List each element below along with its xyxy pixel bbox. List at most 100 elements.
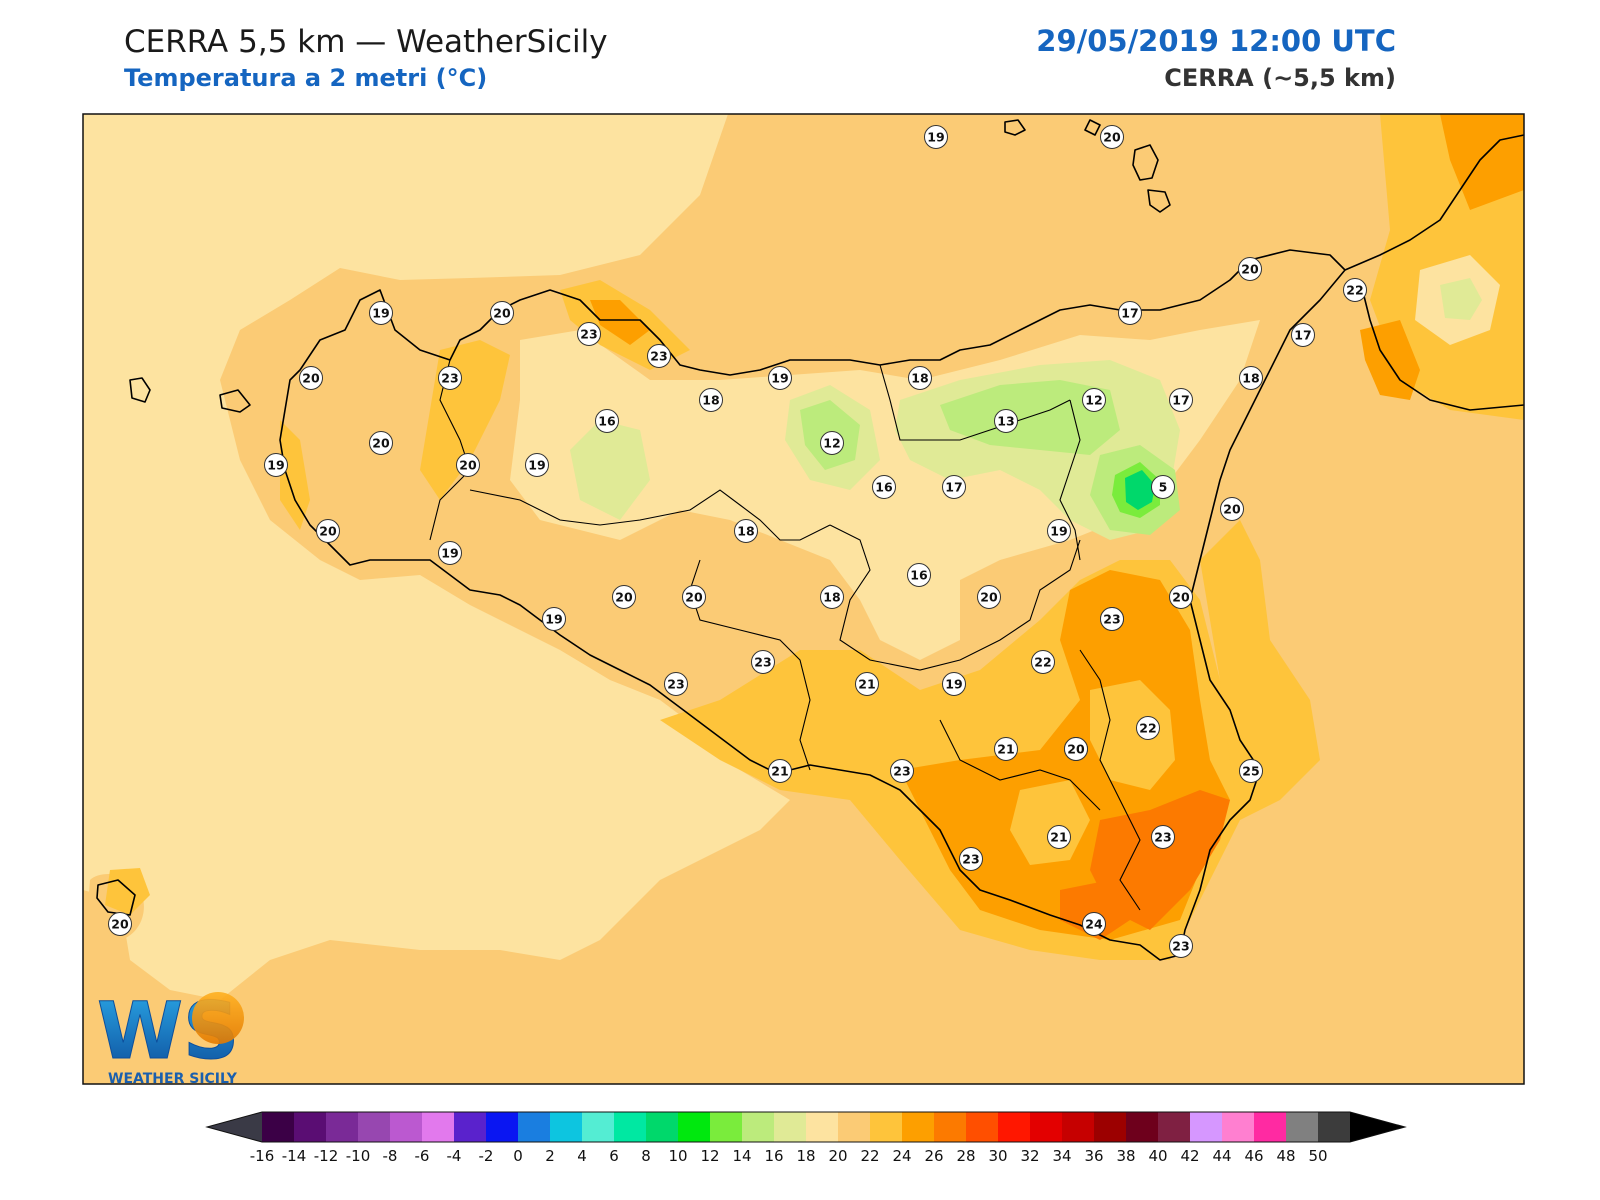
station-circle	[577, 322, 601, 346]
station-circle	[1239, 759, 1263, 783]
station-circle	[768, 759, 792, 783]
station-circle	[438, 541, 462, 565]
station-marker: 20	[108, 912, 132, 936]
station-circle	[316, 519, 340, 543]
station-value: 13	[997, 414, 1014, 429]
station-circle	[1082, 912, 1106, 936]
colorbar-swatch	[774, 1112, 807, 1142]
temperature-field	[83, 114, 1524, 1084]
station-circle	[699, 388, 723, 412]
colorbar-swatch	[998, 1112, 1031, 1142]
calabria-coastline	[1344, 134, 1525, 411]
field-cold-aspromonte	[1440, 278, 1482, 320]
station-marker: 21	[768, 759, 792, 783]
colorbar-swatch	[1158, 1112, 1191, 1142]
station-circle	[768, 366, 792, 390]
colorbar-extend-max	[1350, 1112, 1405, 1142]
station-circle	[1220, 497, 1244, 521]
colorbar-swatch	[934, 1112, 967, 1142]
station-value: 17	[945, 480, 962, 495]
station-marker: 19	[542, 607, 566, 631]
station-marker: 17	[1291, 323, 1315, 347]
station-value: 19	[441, 546, 458, 561]
station-value: 20	[685, 590, 703, 605]
station-circle	[369, 431, 393, 455]
station-circle	[924, 125, 948, 149]
station-marker: 23	[751, 650, 775, 674]
station-circle	[682, 585, 706, 609]
colorbar-swatch	[742, 1112, 775, 1142]
colorbar-tick-label: 20	[828, 1147, 847, 1165]
station-marker: 19	[1047, 519, 1071, 543]
station-marker: 5	[1151, 475, 1175, 499]
station-circle	[1031, 650, 1055, 674]
colorbar-swatch	[870, 1112, 903, 1142]
station-marker: 18	[699, 388, 723, 412]
field-etna-6	[1125, 470, 1155, 510]
station-marker: 19	[942, 672, 966, 696]
border-catania-messina	[1059, 399, 1081, 561]
station-marker: 17	[942, 475, 966, 499]
border-palermo-agrigento	[469, 489, 831, 541]
colorbar-swatch	[1254, 1112, 1287, 1142]
station-marker: 20	[1220, 497, 1244, 521]
station-marker: 18	[820, 585, 844, 609]
station-circle	[977, 585, 1001, 609]
station-value: 19	[927, 130, 944, 145]
station-marker: 23	[664, 672, 688, 696]
colorbar-swatch	[326, 1112, 359, 1142]
station-value: 18	[702, 393, 719, 408]
colorbar-extend-min	[207, 1112, 262, 1142]
station-value: 22	[1139, 721, 1156, 736]
colorbar-swatch	[1062, 1112, 1095, 1142]
station-value: 18	[823, 590, 840, 605]
station-value: 20	[1223, 502, 1241, 517]
station-value: 19	[528, 458, 545, 473]
station-circle	[647, 344, 671, 368]
station-circle	[664, 672, 688, 696]
station-value: 19	[545, 612, 562, 627]
colorbar-swatch	[646, 1112, 679, 1142]
station-value: 19	[945, 677, 962, 692]
field-warm-ionian	[1200, 520, 1320, 820]
colorbar-tick-label: 10	[668, 1147, 687, 1165]
station-value: 17	[1172, 393, 1189, 408]
station-value: 25	[1242, 764, 1259, 779]
station-marker: 20	[490, 301, 514, 325]
colorbar-tick-label: 24	[892, 1147, 911, 1165]
colorbar-tick-label: 38	[1116, 1147, 1135, 1165]
station-value: 19	[267, 458, 284, 473]
station-marker: 12	[820, 431, 844, 455]
station-circle	[734, 519, 758, 543]
colorbar-tick-label: 32	[1020, 1147, 1039, 1165]
colorbar-swatch	[358, 1112, 391, 1142]
station-circle	[1100, 607, 1124, 631]
station-marker: 19	[264, 453, 288, 477]
station-value: 21	[1050, 830, 1067, 845]
station-marker: 23	[577, 322, 601, 346]
colorbar-tick-label: -16	[250, 1147, 275, 1165]
field-hot-calabria-north	[1440, 114, 1524, 210]
station-value: 12	[823, 436, 840, 451]
colorbar-swatch	[1318, 1112, 1351, 1142]
colorbar-swatch	[1030, 1112, 1063, 1142]
station-marker: 20	[456, 453, 480, 477]
colorbar-swatch	[902, 1112, 935, 1142]
station-value: 19	[1050, 524, 1067, 539]
colorbar-tick-label: 48	[1276, 1147, 1295, 1165]
station-marker: 17	[1118, 301, 1142, 325]
field-sea-cool	[83, 114, 790, 1000]
colorbar: -16 -14 -12 -10 -8 -6 -4 -2 0 2 4 6 8 10 12 14 16 18 20 22 2…	[205, 1111, 1407, 1165]
station-circle	[1047, 825, 1071, 849]
station-circle	[994, 737, 1018, 761]
colorbar-tick-label: 16	[764, 1147, 783, 1165]
station-circle	[1291, 323, 1315, 347]
sicily-coastline	[279, 249, 1346, 961]
field-very-hot-siracusa	[1090, 790, 1230, 930]
station-value: 19	[771, 371, 788, 386]
station-value: 16	[910, 568, 928, 583]
station-marker: 20	[1100, 125, 1124, 149]
station-marker: 16	[595, 409, 619, 433]
pantelleria-island	[96, 879, 136, 916]
station-marker: 23	[1100, 607, 1124, 631]
